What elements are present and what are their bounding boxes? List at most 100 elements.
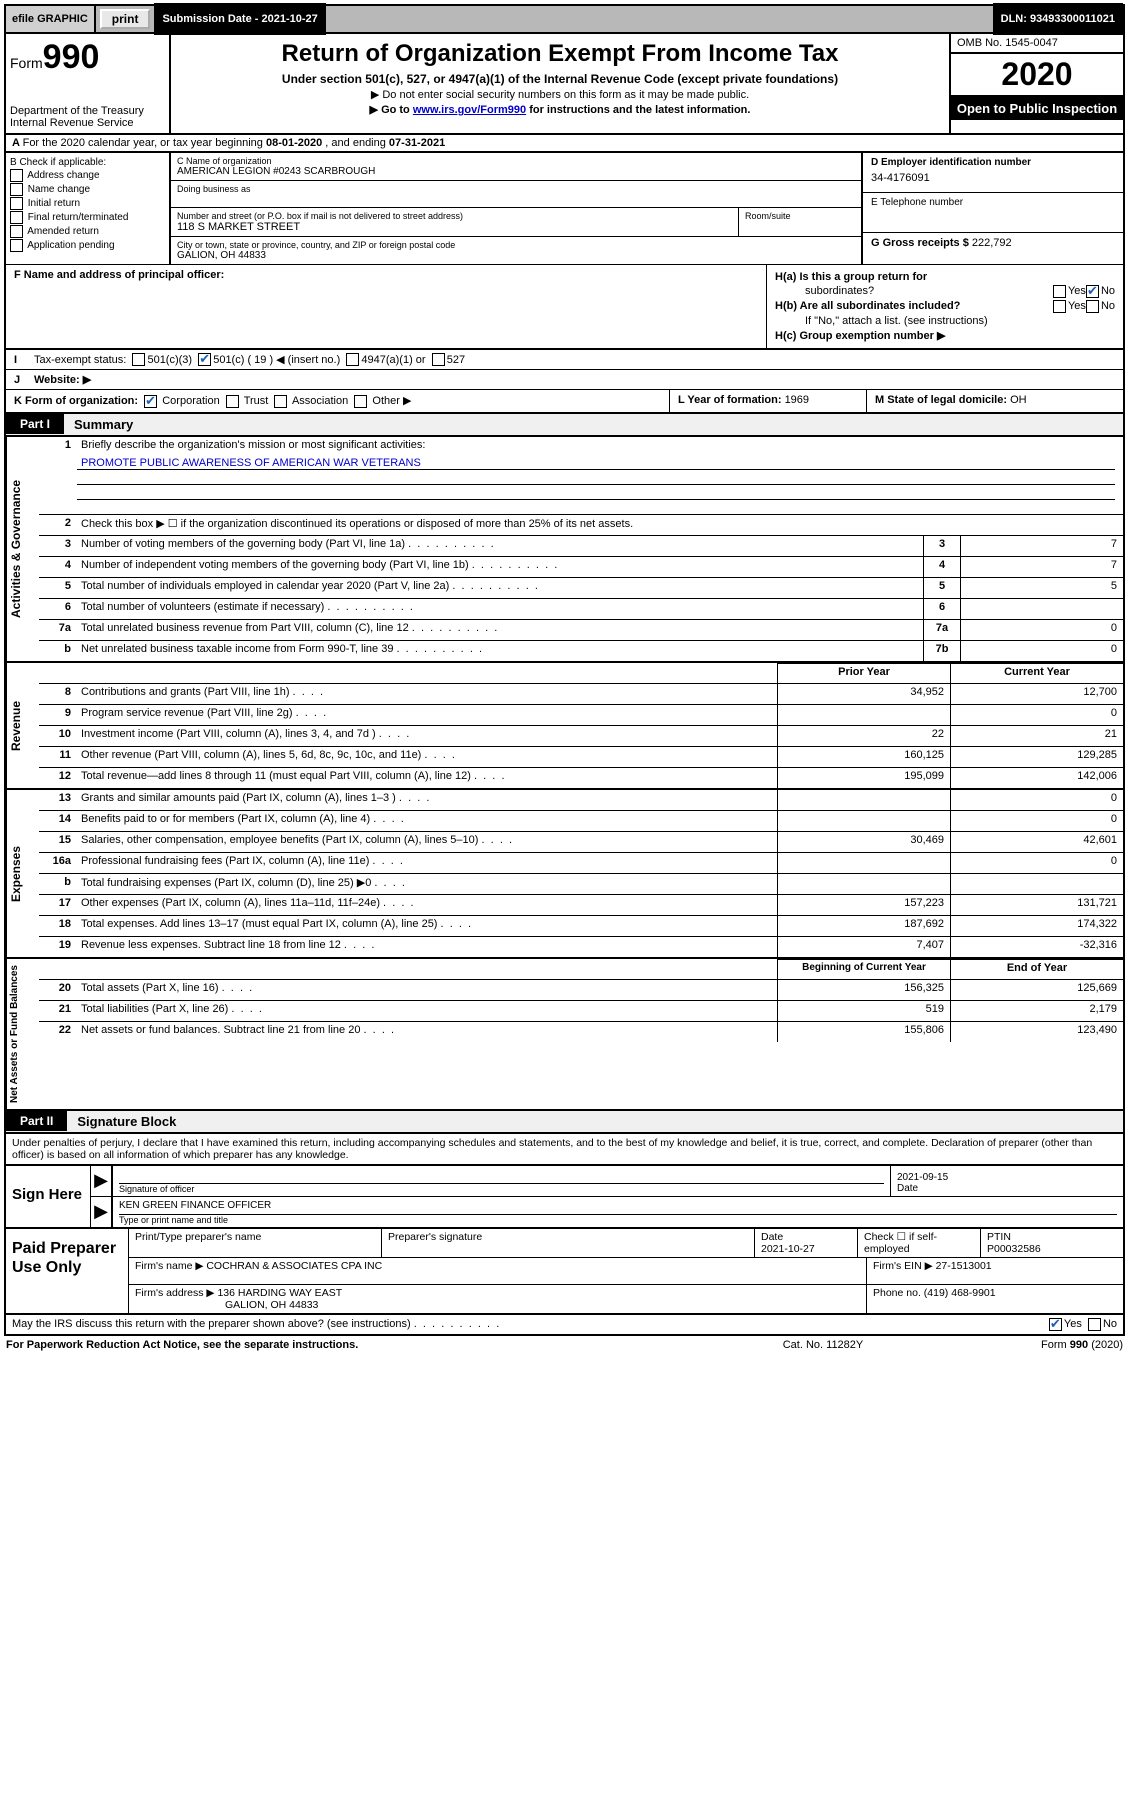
line-num: 19 [39, 937, 77, 957]
tab-net: Net Assets or Fund Balances [6, 959, 39, 1109]
col-c: C Name of organization AMERICAN LEGION #… [171, 153, 861, 264]
line-value: 0 [960, 641, 1123, 661]
line-num: 10 [39, 726, 77, 746]
chk-amended: Amended return [27, 226, 99, 237]
submission-date: Submission Date - 2021-10-27 [154, 3, 325, 35]
prep-selfemp: Check ☐ if self-employed [858, 1229, 981, 1257]
sign-block: Sign Here ▶ Signature of officer 2021-09… [4, 1164, 1125, 1229]
prep-sig-label: Preparer's signature [382, 1229, 755, 1257]
print-button[interactable]: print [100, 9, 151, 29]
line-value [960, 599, 1123, 619]
prior-value: 155,806 [777, 1022, 950, 1042]
preparer-block: Paid Preparer Use Only Print/Type prepar… [4, 1229, 1125, 1315]
line-label: Other revenue (Part VIII, column (A), li… [77, 747, 777, 767]
ein-value: 34-4176091 [871, 168, 1115, 188]
row-a: A For the 2020 calendar year, or tax yea… [4, 135, 1125, 153]
line-label: Grants and similar amounts paid (Part IX… [77, 790, 777, 810]
current-value: 42,601 [950, 832, 1123, 852]
current-value [950, 874, 1123, 894]
prior-value: 7,407 [777, 937, 950, 957]
block-bcd: B Check if applicable: Address change Na… [4, 153, 1125, 264]
mission-text: PROMOTE PUBLIC AWARENESS OF AMERICAN WAR… [77, 457, 1115, 470]
dba-label: Doing business as [177, 184, 855, 194]
footer-left: For Paperwork Reduction Act Notice, see … [6, 1339, 723, 1351]
line-value: 7 [960, 557, 1123, 577]
firm-name: COCHRAN & ASSOCIATES CPA INC [206, 1260, 382, 1272]
col-h: H(a) Is this a group return for subordin… [767, 265, 1123, 348]
sign-arrow-icon: ▶ [91, 1166, 113, 1196]
tax-year: 2020 [951, 54, 1123, 97]
line-num: b [39, 641, 77, 661]
irs-discuss-row: May the IRS discuss this return with the… [4, 1315, 1125, 1336]
prior-value [777, 874, 950, 894]
line-label: Total assets (Part X, line 16) [77, 980, 777, 1000]
current-value: 0 [950, 811, 1123, 831]
row-k: K Form of organization: Corporation Trus… [4, 390, 1125, 414]
irs-link[interactable]: www.irs.gov/Form990 [413, 104, 526, 116]
line-label: Number of voting members of the governin… [77, 536, 923, 556]
firm-addr1: 136 HARDING WAY EAST [217, 1287, 342, 1299]
prior-value [777, 853, 950, 873]
org-name: AMERICAN LEGION #0243 SCARBROUGH [177, 166, 855, 177]
tab-revenue: Revenue [6, 663, 39, 788]
line-num: 22 [39, 1022, 77, 1042]
line-num: 12 [39, 768, 77, 788]
line-box: 6 [923, 599, 960, 619]
line-box: 5 [923, 578, 960, 598]
line-label: Contributions and grants (Part VIII, lin… [77, 684, 777, 704]
phone-label: E Telephone number [871, 197, 1115, 208]
footer-right: Form 990 (2020) [923, 1339, 1123, 1351]
line2-label: Check this box ▶ ☐ if the organization d… [77, 515, 1123, 535]
line-num: 17 [39, 895, 77, 915]
end-year-hdr: End of Year [950, 959, 1123, 979]
line-num: 15 [39, 832, 77, 852]
prior-year-hdr: Prior Year [777, 663, 950, 683]
tab-governance: Activities & Governance [6, 437, 39, 661]
prep-date: 2021-10-27 [761, 1243, 815, 1255]
line-num: 20 [39, 980, 77, 1000]
street-address: 118 S MARKET STREET [177, 221, 732, 233]
row-i: I Tax-exempt status: 501(c)(3) 501(c) ( … [4, 350, 1125, 370]
form-header: Form990 Department of the Treasury Inter… [4, 34, 1125, 135]
part2-title: Signature Block [67, 1111, 186, 1132]
line-num: 4 [39, 557, 77, 577]
gross-value: 222,792 [972, 237, 1012, 249]
line-num: 13 [39, 790, 77, 810]
line-value: 7 [960, 536, 1123, 556]
section-governance: Activities & Governance 1Briefly describ… [4, 437, 1125, 663]
form-word: Form [10, 55, 43, 71]
ptin: P00032586 [987, 1243, 1041, 1255]
omb-number: OMB No. 1545-0047 [951, 34, 1123, 54]
hc-label: H(c) Group exemption number ▶ [775, 330, 945, 342]
line-num: 16a [39, 853, 77, 873]
section-net-assets: Net Assets or Fund Balances Beginning of… [4, 959, 1125, 1111]
line-label: Number of independent voting members of … [77, 557, 923, 577]
col-b: B Check if applicable: Address change Na… [6, 153, 171, 264]
line-num: b [39, 874, 77, 894]
prior-value [777, 811, 950, 831]
footer-center: Cat. No. 11282Y [723, 1339, 923, 1351]
officer-name: KEN GREEN FINANCE OFFICER [119, 1200, 1117, 1215]
current-value: 125,669 [950, 980, 1123, 1000]
line-num: 14 [39, 811, 77, 831]
line-label: Salaries, other compensation, employee b… [77, 832, 777, 852]
line-num: 8 [39, 684, 77, 704]
current-value: 142,006 [950, 768, 1123, 788]
chk-name: Name change [28, 184, 90, 195]
line-label: Investment income (Part VIII, column (A)… [77, 726, 777, 746]
line-label: Total expenses. Add lines 13–17 (must eq… [77, 916, 777, 936]
department-label: Department of the Treasury Internal Reve… [10, 105, 165, 129]
line-label: Total number of volunteers (estimate if … [77, 599, 923, 619]
line-label: Total liabilities (Part X, line 26) [77, 1001, 777, 1021]
room-label: Room/suite [745, 211, 855, 221]
line-num: 3 [39, 536, 77, 556]
dln-label: DLN: 93493300011021 [993, 3, 1123, 35]
preparer-label: Paid Preparer Use Only [6, 1229, 128, 1313]
top-bar: efile GRAPHIC print Submission Date - 20… [4, 4, 1125, 34]
line-num: 9 [39, 705, 77, 725]
form-num: 990 [43, 38, 100, 76]
firm-phone: (419) 468-9901 [924, 1287, 996, 1299]
line1-label: Briefly describe the organization's miss… [77, 437, 1123, 457]
firm-ein: 27-1513001 [936, 1260, 992, 1272]
chk-final: Final return/terminated [28, 212, 129, 223]
